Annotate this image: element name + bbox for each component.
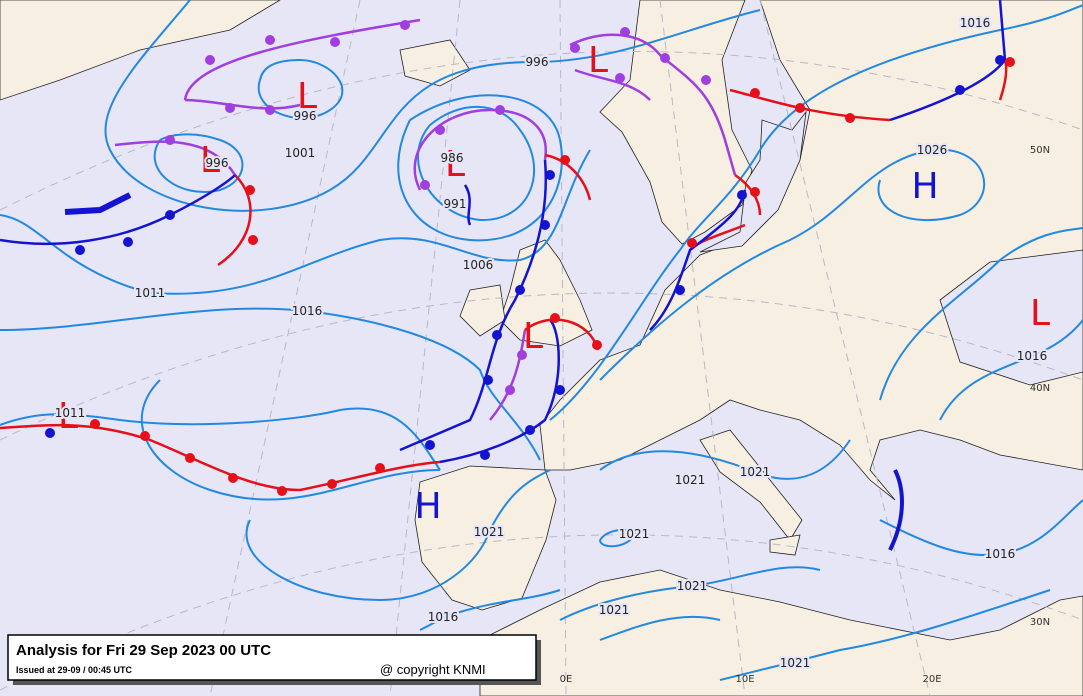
pressure-center: L: [445, 144, 465, 185]
isobar-label: 986: [441, 151, 464, 165]
isobar-label: 996: [206, 156, 229, 170]
isobar-label: 1016: [960, 16, 991, 30]
graticule-label: 0E: [560, 674, 573, 685]
graticule-label: 10E: [735, 674, 754, 685]
pressure-center: H: [414, 486, 441, 527]
copyright: @ copyright KNMI: [380, 662, 486, 677]
isobar-label: 1021: [780, 656, 811, 670]
isobar-label: 1021: [619, 527, 650, 541]
graticule-label: 20E: [922, 674, 941, 685]
isobar-label: 996: [526, 55, 549, 69]
map-labels: L L L L L L L H H 996 1016 996 1001 996 986 991 1006 1011…: [53, 14, 1050, 685]
isobar-label: 1011: [55, 406, 86, 420]
info-box: [7, 634, 537, 681]
map-title: Analysis for Fri 29 Sep 2023 00 UTC: [16, 642, 271, 659]
isobar-label: 1021: [675, 473, 706, 487]
pressure-center: L: [200, 140, 220, 181]
pressure-center: L: [58, 396, 78, 437]
isobar-label: 1016: [1017, 349, 1048, 363]
isobar-label: 1016: [292, 304, 323, 318]
graticule-label: 50N: [1030, 145, 1050, 156]
isobar-label: 991: [444, 197, 467, 211]
isobar-label: 1016: [428, 610, 459, 624]
pressure-center: L: [588, 40, 608, 81]
isobar-label: 1011: [135, 286, 166, 300]
graticule-label: 40N: [1030, 383, 1050, 394]
front-symbols: [45, 20, 1015, 496]
graticule-label: 30N: [1030, 617, 1050, 628]
isobar-label: 1006: [463, 258, 494, 272]
isobar-label: 1001: [285, 146, 316, 160]
pressure-center: L: [297, 76, 317, 117]
isobar-label: 1026: [917, 143, 948, 157]
isobar-label: 1021: [599, 603, 630, 617]
isobar-label: 1016: [985, 547, 1016, 561]
pressure-center: L: [523, 316, 543, 357]
isobars: [0, 0, 1083, 681]
pressure-center: L: [1030, 293, 1050, 334]
pressure-center: H: [911, 166, 938, 207]
issued-time: Issued at 29-09 / 00:45 UTC: [16, 665, 133, 675]
isobar-label: 1021: [474, 525, 505, 539]
isobar-label: 1021: [740, 465, 771, 479]
isobar-label: 996: [294, 109, 317, 123]
isobar-label: 1021: [677, 579, 708, 593]
